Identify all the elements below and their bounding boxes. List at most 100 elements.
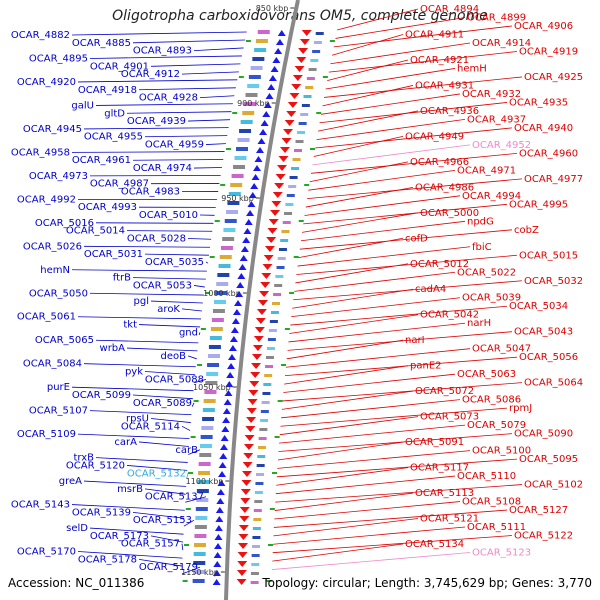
plus-strand-gene-arrow bbox=[292, 75, 303, 81]
label-leader-line bbox=[181, 543, 184, 551]
minus-strand-gene-arrow bbox=[213, 561, 222, 567]
feature-block bbox=[228, 192, 241, 196]
feature-block bbox=[198, 462, 211, 466]
gene-label-left: carB bbox=[175, 445, 198, 456]
kbp-tick-label: 1150 kbp bbox=[181, 568, 219, 577]
label-leader-line bbox=[83, 127, 229, 130]
green-marker bbox=[268, 544, 274, 546]
plus-strand-gene-arrow bbox=[240, 489, 251, 495]
gene-label-right: OCAR_5090 bbox=[514, 429, 573, 440]
feature-block bbox=[256, 473, 265, 476]
gene-label-right: panE2 bbox=[410, 361, 442, 372]
label-leader-line bbox=[304, 195, 461, 216]
feature-block bbox=[231, 174, 244, 178]
feature-block bbox=[248, 75, 261, 79]
label-leader-line bbox=[331, 34, 404, 56]
green-marker bbox=[193, 400, 199, 402]
minus-strand-gene-arrow bbox=[251, 174, 260, 180]
green-marker bbox=[266, 580, 272, 582]
gene-label-right: OCAR_5110 bbox=[457, 471, 516, 482]
plus-strand-gene-arrow bbox=[289, 93, 300, 99]
minus-strand-gene-arrow bbox=[272, 57, 281, 63]
label-leader-line bbox=[89, 55, 242, 59]
feature-block bbox=[275, 275, 284, 278]
label-leader-line bbox=[71, 269, 207, 272]
minus-strand-gene-arrow bbox=[218, 471, 227, 477]
gene-label-right: OCAR_4995 bbox=[509, 199, 568, 210]
green-marker bbox=[232, 112, 238, 114]
gene-label-right: OCAR_5043 bbox=[514, 327, 573, 338]
gene-label-left: OCAR_5153 bbox=[133, 515, 192, 526]
gene-label-right: OCAR_4914 bbox=[472, 38, 531, 49]
plus-strand-gene-arrow bbox=[247, 399, 258, 405]
gene-label-right: OCAR_5056 bbox=[519, 352, 578, 363]
kbp-tick-label: 950 kbp bbox=[221, 194, 254, 203]
label-leader-line bbox=[325, 68, 456, 90]
label-leader-line bbox=[187, 355, 197, 360]
minus-strand-gene-arrow bbox=[227, 354, 236, 360]
gene-label-right: npdG bbox=[467, 216, 494, 227]
kbp-tick-label: 1100 kbp bbox=[186, 477, 224, 486]
label-leader-line bbox=[297, 246, 471, 267]
gene-label-right: OCAR_5123 bbox=[472, 548, 531, 559]
feature-block bbox=[257, 455, 266, 458]
feature-block bbox=[242, 111, 255, 115]
green-marker bbox=[184, 544, 190, 546]
plus-strand-gene-arrow bbox=[278, 156, 289, 162]
label-leader-line bbox=[279, 424, 466, 444]
feature-block bbox=[252, 545, 261, 548]
minus-strand-gene-arrow bbox=[219, 453, 228, 459]
feature-block bbox=[295, 140, 304, 143]
label-leader-line bbox=[187, 119, 231, 122]
gene-label-left: purE bbox=[47, 382, 70, 393]
feature-block bbox=[210, 327, 223, 331]
gene-label-right: OCAR_5127 bbox=[509, 505, 568, 516]
minus-strand-gene-arrow bbox=[219, 444, 228, 450]
minus-strand-gene-arrow bbox=[243, 228, 252, 234]
label-leader-line bbox=[188, 449, 201, 455]
label-leader-line bbox=[271, 552, 471, 570]
label-leader-line bbox=[144, 371, 196, 376]
minus-strand-gene-arrow bbox=[212, 579, 221, 585]
label-leader-line bbox=[281, 390, 414, 410]
label-leader-line bbox=[277, 450, 471, 469]
green-marker bbox=[269, 508, 275, 510]
feature-block bbox=[258, 437, 267, 440]
feature-block bbox=[257, 446, 266, 449]
feature-block bbox=[193, 552, 206, 556]
gene-label-left: OCAR_4885 bbox=[72, 38, 131, 49]
gene-label-left: gltD bbox=[104, 108, 125, 119]
feature-block bbox=[195, 507, 208, 511]
label-leader-line bbox=[83, 363, 196, 368]
green-marker bbox=[277, 400, 283, 402]
label-leader-line bbox=[126, 111, 232, 114]
label-leader-line bbox=[132, 159, 224, 161]
minus-strand-gene-arrow bbox=[222, 417, 231, 423]
gene-label-right: OCAR_4977 bbox=[524, 174, 583, 185]
gene-label-left: OCAR_4992 bbox=[17, 194, 76, 205]
gene-label-right: OCAR_5039 bbox=[462, 293, 521, 304]
feature-block bbox=[227, 201, 240, 205]
feature-block bbox=[234, 156, 247, 160]
minus-strand-gene-arrow bbox=[268, 75, 277, 81]
feature-block bbox=[207, 354, 220, 358]
label-leader-line bbox=[317, 110, 419, 132]
gene-label-right: OCAR_5015 bbox=[519, 250, 578, 261]
label-leader-line bbox=[77, 433, 190, 439]
feature-block bbox=[214, 300, 226, 304]
gene-label-left: OCAR_4918 bbox=[78, 85, 137, 96]
gene-label-left: OCAR_5157 bbox=[121, 539, 180, 550]
gene-label-left: pgl bbox=[134, 296, 149, 307]
label-leader-line bbox=[291, 297, 461, 318]
label-leader-line bbox=[327, 59, 409, 81]
label-leader-line bbox=[138, 324, 201, 328]
green-marker bbox=[245, 40, 251, 42]
gene-label-left: OCAR_5120 bbox=[66, 460, 125, 471]
gene-label-right: OCAR_4932 bbox=[462, 89, 521, 100]
feature-block bbox=[255, 482, 264, 485]
gene-label-right: hemH bbox=[457, 63, 487, 74]
label-leader-line bbox=[132, 394, 193, 400]
minus-strand-gene-arrow bbox=[265, 93, 274, 99]
label-leader-line bbox=[275, 475, 456, 495]
feature-block bbox=[226, 210, 239, 214]
